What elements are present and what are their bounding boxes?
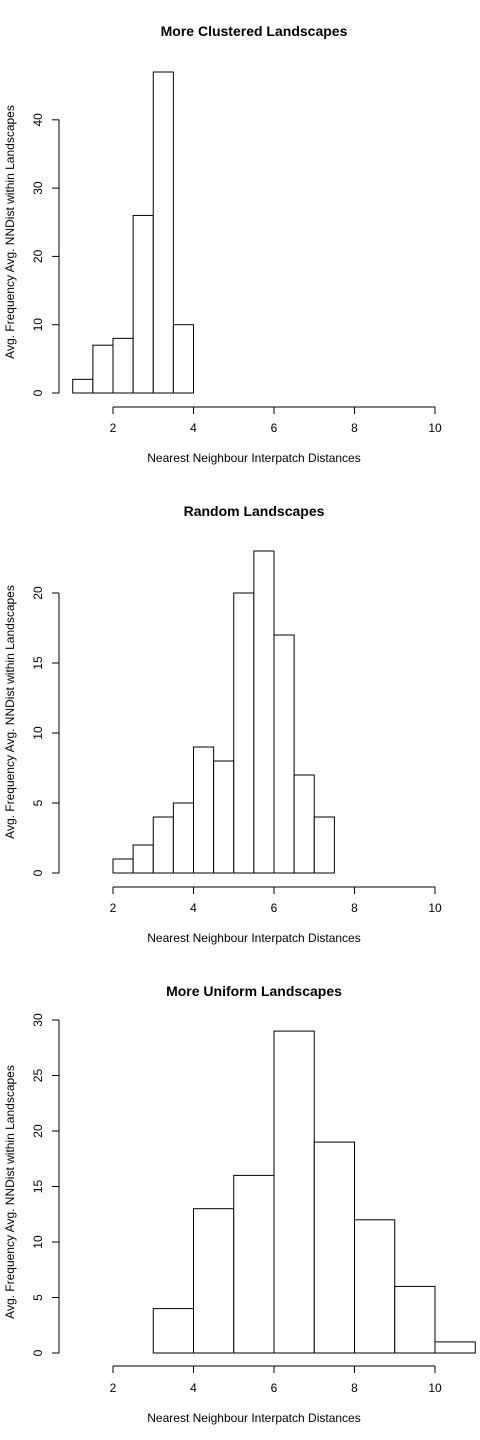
chart-2-bar-7 xyxy=(233,592,255,874)
chart-1-y-tick-label: 0 xyxy=(31,389,45,396)
chart-1-x-tick-label: 6 xyxy=(271,421,278,435)
chart-2-bar-4 xyxy=(172,802,194,874)
chart-3-x-tick-label: 4 xyxy=(190,1381,197,1395)
chart-2-x-tick-label: 4 xyxy=(190,901,197,915)
chart-3-bar-3 xyxy=(233,1174,275,1354)
chart-3-x-tick-label: 10 xyxy=(428,1381,442,1395)
chart-2-bar-2 xyxy=(132,844,154,874)
chart-3-y-axis-label: Avg. Frequency Avg. NNDist within Landsc… xyxy=(3,1065,17,1319)
chart-3-x-tick-label: 6 xyxy=(271,1381,278,1395)
chart-3-bar-4 xyxy=(273,1030,315,1354)
chart-1-bar-1 xyxy=(72,378,94,394)
chart-2-y-axis-label: Avg. Frequency Avg. NNDist within Landsc… xyxy=(3,585,17,839)
chart-1-title: More Clustered Landscapes xyxy=(161,23,348,39)
chart-3-bar-2 xyxy=(193,1208,235,1354)
chart-2-bar-5 xyxy=(193,746,215,874)
chart-2-bar-10 xyxy=(293,774,315,874)
chart-2-bar-6 xyxy=(213,760,235,874)
chart-3-bar-5 xyxy=(313,1141,355,1354)
chart-2-bar-8 xyxy=(253,550,275,874)
chart-2-bar-11 xyxy=(313,816,335,874)
chart-1-bar-5 xyxy=(152,71,174,394)
chart-3-y-tick-label: 0 xyxy=(31,1349,45,1356)
chart-3-y-tick-label: 25 xyxy=(31,1069,45,1083)
chart-2-title: Random Landscapes xyxy=(184,503,325,519)
chart-2-y-tick-label: 5 xyxy=(31,799,45,806)
chart-3-y-tick-label: 30 xyxy=(31,1013,45,1027)
chart-3-bar-7 xyxy=(394,1285,436,1354)
chart-3-x-axis-label: Nearest Neighbour Interpatch Distances xyxy=(147,1411,360,1425)
chart-1-y-tick-label: 30 xyxy=(31,181,45,195)
chart-2-bar-1 xyxy=(112,858,134,874)
chart-2-x-axis-label: Nearest Neighbour Interpatch Distances xyxy=(147,931,360,945)
chart-1-y-axis-label: Avg. Frequency Avg. NNDist within Landsc… xyxy=(3,105,17,359)
chart-3-x-tick-label: 8 xyxy=(351,1381,358,1395)
chart-2-x-tick-label: 6 xyxy=(271,901,278,915)
chart-2-bar-3 xyxy=(152,816,174,874)
chart-2-y-tick-label: 15 xyxy=(31,656,45,670)
chart-2-x-tick-label: 8 xyxy=(351,901,358,915)
chart-3-bar-1 xyxy=(152,1308,194,1354)
chart-3-bar-8 xyxy=(434,1341,476,1354)
chart-2-x-tick-label: 10 xyxy=(428,901,442,915)
chart-2-bar-9 xyxy=(273,634,295,874)
chart-2-y-tick-label: 10 xyxy=(31,726,45,740)
chart-1-x-tick-label: 2 xyxy=(110,421,117,435)
chart-1-bar-4 xyxy=(132,214,154,394)
chart-2-x-tick-label: 2 xyxy=(110,901,117,915)
chart-1-bar-2 xyxy=(92,344,114,394)
chart-1-x-tick-label: 8 xyxy=(351,421,358,435)
chart-1-bar-3 xyxy=(112,337,134,394)
chart-3-x-tick-label: 2 xyxy=(110,1381,117,1395)
chart-3-y-tick-label: 5 xyxy=(31,1294,45,1301)
chart-3-title: More Uniform Landscapes xyxy=(166,983,342,999)
chart-1-y-tick-label: 10 xyxy=(31,318,45,332)
chart-2-y-tick-label: 0 xyxy=(31,869,45,876)
chart-3-y-tick-label: 10 xyxy=(31,1235,45,1249)
chart-2-y-tick-label: 20 xyxy=(31,586,45,600)
chart-3-y-tick-label: 20 xyxy=(31,1124,45,1138)
chart-1-x-tick-label: 4 xyxy=(190,421,197,435)
chart-1-y-tick-label: 20 xyxy=(31,249,45,263)
chart-1-x-tick-label: 10 xyxy=(428,421,442,435)
chart-3-y-tick-label: 15 xyxy=(31,1180,45,1194)
chart-3-bar-6 xyxy=(354,1219,396,1354)
chart-1-y-tick-label: 40 xyxy=(31,113,45,127)
chart-1-bar-6 xyxy=(172,324,194,394)
chart-1-x-axis-label: Nearest Neighbour Interpatch Distances xyxy=(147,451,360,465)
